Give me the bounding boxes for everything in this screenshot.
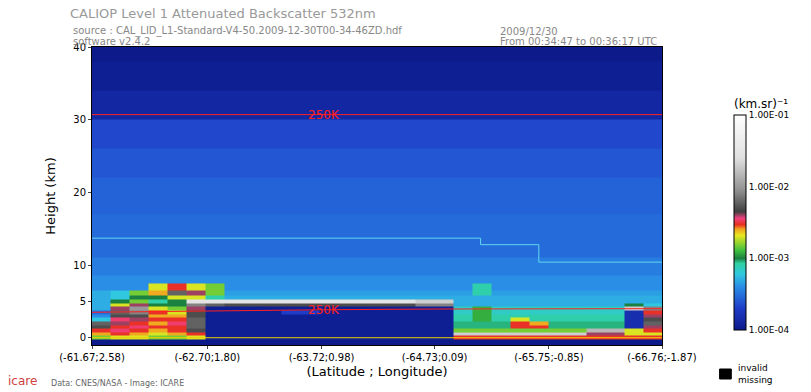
svg-text:(-64.73;0.09): (-64.73;0.09) xyxy=(402,352,468,363)
svg-text:(Latitude ; Longitude): (Latitude ; Longitude) xyxy=(307,364,448,379)
svg-text:(-66.76;-1.87): (-66.76;-1.87) xyxy=(627,352,696,363)
svg-text:Height (km): Height (km) xyxy=(43,157,58,234)
svg-text:250K: 250K xyxy=(308,108,340,122)
svg-text:1.00E-01: 1.00E-01 xyxy=(749,110,789,120)
svg-text:1.00E-03: 1.00E-03 xyxy=(749,253,789,263)
svg-text:CALIOP Level 1 Attenuated Back: CALIOP Level 1 Attenuated Backscatter 53… xyxy=(70,6,376,21)
svg-text:2009/12/30: 2009/12/30 xyxy=(500,26,558,37)
svg-text:invalidmissing: invalidmissing xyxy=(738,363,773,385)
svg-text:From 00:34:47 to 00:36:17 UTC: From 00:34:47 to 00:36:17 UTC xyxy=(500,36,657,47)
svg-text:software v2.4.2: software v2.4.2 xyxy=(73,36,151,47)
svg-text:(km.sr)⁻¹: (km.sr)⁻¹ xyxy=(734,97,788,111)
svg-text:(-62.70;1.80): (-62.70;1.80) xyxy=(174,352,240,363)
svg-text:0: 0 xyxy=(80,332,86,343)
svg-text:30: 30 xyxy=(73,114,86,125)
svg-text:20: 20 xyxy=(73,187,86,198)
svg-text:40: 40 xyxy=(73,42,86,53)
svg-text:(-61.67;2.58): (-61.67;2.58) xyxy=(59,352,125,363)
svg-text:250K: 250K xyxy=(308,303,340,317)
svg-text:source : CAL_LID_L1-Standard-V: source : CAL_LID_L1-Standard-V4-50.2009-… xyxy=(73,25,402,37)
svg-text:icare: icare xyxy=(8,374,37,388)
svg-text:(-65.75;-0.85): (-65.75;-0.85) xyxy=(514,352,583,363)
svg-text:5: 5 xyxy=(80,296,86,307)
svg-text:(-63.72;0.98): (-63.72;0.98) xyxy=(289,352,355,363)
svg-text:10: 10 xyxy=(73,260,86,271)
svg-text:Data: CNES/NASA - Image: ICARE: Data: CNES/NASA - Image: ICARE xyxy=(51,379,184,388)
svg-text:1.00E-04: 1.00E-04 xyxy=(749,325,790,335)
svg-text:1.00E-02: 1.00E-02 xyxy=(749,182,789,192)
